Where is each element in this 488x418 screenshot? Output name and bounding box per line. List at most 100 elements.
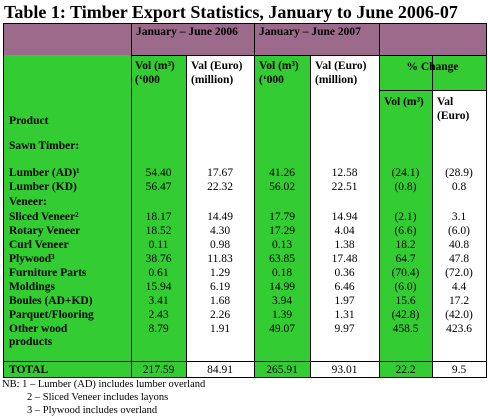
table-cell: 15.6 <box>395 295 416 307</box>
total-label: TOTAL <box>9 364 49 376</box>
footnote-3: 3 – Plywood includes overland <box>27 405 158 416</box>
table-cell: 38.76 <box>145 253 172 265</box>
table-cell: 15.94 <box>145 281 172 293</box>
vol-pct-header: Vol (m³) <box>384 96 424 108</box>
table-cell: 56.02 <box>269 181 295 193</box>
table-cell: (6.0) <box>447 225 471 237</box>
footnotes: NB: 1 – Lumber (AD) includes lumber over… <box>2 378 205 417</box>
table-cell: 1.39 <box>271 309 293 321</box>
table-cell: 2.26 <box>209 309 231 321</box>
table-cell: (28.9) <box>445 167 473 179</box>
table-cell: 4.30 <box>209 225 231 237</box>
footnote-2: 2 – Sliced Veneer includes layons <box>27 392 169 403</box>
table-cell: (2.1) <box>394 211 417 223</box>
col-vol07-bg <box>254 55 310 377</box>
table-cell: 14.99 <box>269 281 295 293</box>
table-cell: 1.31 <box>334 309 355 321</box>
table-cell: 4.04 <box>334 225 355 237</box>
table-cell: 64.7 <box>395 253 416 265</box>
table-cell: 18.52 <box>145 225 172 237</box>
table-cell: (42.8) <box>391 309 420 321</box>
table-cell: 49.07 <box>269 323 295 335</box>
table-cell: (6.6) <box>394 225 417 237</box>
table-cell: 1.68 <box>209 295 231 307</box>
total-cell: 84.91 <box>207 364 233 376</box>
row-label: Lumber (AD)¹ <box>9 167 80 179</box>
table-cell: 12.58 <box>331 167 358 179</box>
table-cell: 0.13 <box>271 239 293 251</box>
total-cell: 217.59 <box>142 364 175 376</box>
table-cell: 54.40 <box>145 167 172 179</box>
footnote-1: NB: 1 – Lumber (AD) includes lumber over… <box>2 379 206 390</box>
period-2006-header: January – June 2006 <box>136 26 238 38</box>
table-cell: 22.32 <box>207 181 233 193</box>
table-cell: 6.46 <box>334 281 355 293</box>
row-label: Plywood³ <box>9 253 55 265</box>
table-cell: 0.36 <box>334 267 355 279</box>
row-label: products <box>9 336 53 348</box>
table-cell: (42.0) <box>445 309 473 321</box>
table-cell: 0.8 <box>451 181 467 193</box>
pct-change-header: % Change <box>406 61 459 73</box>
total-cell: 265.91 <box>266 364 298 376</box>
table-cell: 17.2 <box>448 295 470 307</box>
row-label: Parquet/Flooring <box>9 309 94 321</box>
table-cell: (70.4) <box>391 267 420 279</box>
table-cell: 8.79 <box>148 323 169 335</box>
sawn-timber-label: Sawn Timber: <box>9 140 80 152</box>
table-cell: (24.1) <box>391 167 420 179</box>
vol-2007-header: Vol (m³) (‘000 <box>259 60 299 86</box>
table-cell: 3.94 <box>271 295 293 307</box>
total-cell: 9.5 <box>451 364 467 376</box>
val-2007-header: Val (Euro) (million) <box>315 60 367 86</box>
table-cell: 0.18 <box>271 267 293 279</box>
header-band <box>4 24 486 55</box>
table-cell: 41.26 <box>269 167 295 179</box>
row-label: Lumber (KD) <box>9 181 77 193</box>
val-2006-header: Val (Euro) (million) <box>191 60 243 86</box>
col-vol06-bg <box>131 55 186 377</box>
table-cell: 1.29 <box>209 267 231 279</box>
table-cell: (6.0) <box>394 281 417 293</box>
table-cell: 17.48 <box>331 253 358 265</box>
table-cell: 17.79 <box>269 211 295 223</box>
row-label: Sliced Veneer² <box>9 211 79 223</box>
timber-export-table: January – June 2006 January – June 2007 … <box>3 23 487 378</box>
table-cell: 18.17 <box>145 211 172 223</box>
table-cell: 63.85 <box>269 253 295 265</box>
row-label: Other wood <box>9 323 68 335</box>
total-cell: 22.2 <box>395 364 416 376</box>
table-cell: 47.8 <box>448 253 470 265</box>
table-cell: 40.8 <box>448 239 470 251</box>
period-2007-header: January – June 2007 <box>259 26 361 38</box>
row-label: Boules (AD+KD) <box>9 295 93 307</box>
table-cell: 6.19 <box>209 281 231 293</box>
table-cell: 1.38 <box>334 239 355 251</box>
table-title: Table 1: Timber Export Statistics, Janua… <box>4 2 458 22</box>
table-cell: 4.4 <box>451 281 467 293</box>
product-column-bg <box>4 24 131 377</box>
col-volpct-bg <box>379 90 432 377</box>
table-cell: 14.49 <box>207 211 233 223</box>
row-label: Furniture Parts <box>9 267 87 279</box>
val-pct-header: Val (Euro) <box>437 96 470 122</box>
table-cell: 458.5 <box>392 323 419 335</box>
table-cell: 3.41 <box>148 295 169 307</box>
vol-2006-header: Vol (m³) (‘000 <box>135 60 175 86</box>
table-cell: 14.94 <box>331 211 358 223</box>
table-cell: 2.43 <box>148 309 169 321</box>
row-label: Rotary Veneer <box>9 225 81 237</box>
table-cell: 0.61 <box>148 267 169 279</box>
table-cell: (0.8) <box>394 181 417 193</box>
product-header: Product <box>9 115 49 127</box>
table-cell: 56.47 <box>145 181 172 193</box>
row-label: Curl Veneer <box>9 239 69 251</box>
table-cell: 1.97 <box>334 295 355 307</box>
table-cell: (72.0) <box>445 267 473 279</box>
table-cell: 0.11 <box>148 239 169 251</box>
table-cell: 17.29 <box>269 225 295 237</box>
table-cell: 0.98 <box>209 239 231 251</box>
table-cell: 3.1 <box>451 211 467 223</box>
table-cell: 423.6 <box>446 323 472 335</box>
table-cell: 1.91 <box>209 323 231 335</box>
